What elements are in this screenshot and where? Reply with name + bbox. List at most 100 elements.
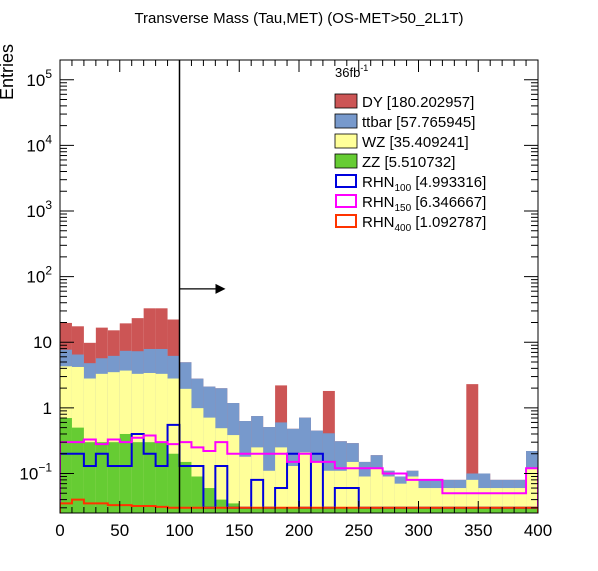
y-tick-label-0: 10−1: [19, 460, 52, 483]
bar-wz-18: [275, 447, 288, 513]
bar-wz-13: [215, 428, 228, 513]
bar-zz-2: [83, 442, 96, 513]
legend-label-dy: DY [180.202957]: [362, 94, 474, 111]
bar-zz-3: [95, 442, 108, 513]
x-tick-label-3: 150: [225, 521, 253, 540]
bar-wz-15: [239, 456, 252, 513]
bar-wz-14: [227, 435, 240, 513]
legend-swatch-ttbar: [334, 113, 358, 129]
bar-wz-23: [334, 470, 347, 513]
bar-wz-11: [191, 408, 204, 513]
bar-wz-25: [358, 476, 371, 513]
bar-wz-19: [287, 466, 299, 513]
bar-zz-10: [179, 461, 192, 513]
bar-wz-38: [514, 488, 527, 513]
bar-zz-20: [299, 507, 311, 513]
legend-label-ttbar: ttbar [57.765945]: [362, 114, 475, 131]
bar-zz-33: [454, 507, 467, 513]
series-line-rhn150: [60, 434, 538, 513]
bar-wz-28: [394, 483, 407, 513]
bar-wz-20: [299, 452, 311, 513]
legend-swatch-wz: [334, 133, 358, 149]
x-tick-label-2: 100: [165, 521, 193, 540]
legend-swatch-dy: [334, 93, 358, 109]
y-tick-label-6: 105: [26, 67, 52, 90]
bar-wz-31: [430, 488, 443, 513]
bar-zz-34: [466, 507, 479, 513]
bar-zz-4: [107, 442, 120, 513]
bar-wz-32: [442, 488, 455, 513]
bar-wz-35: [478, 488, 491, 513]
bar-zz-6: [131, 442, 144, 513]
cut-arrow-head: [215, 283, 226, 294]
legend-label-rhn150: RHN150 [6.346667]: [362, 194, 486, 214]
bar-zz-13: [215, 499, 228, 513]
bar-zz-28: [394, 507, 407, 513]
bar-wz-37: [502, 488, 515, 513]
bar-zz-5: [119, 433, 132, 513]
bar-zz-1: [71, 427, 84, 513]
bar-zz-29: [406, 507, 419, 513]
bar-zz-22: [322, 507, 335, 513]
bar-wz-39: [526, 468, 538, 513]
x-tick-label-0: 0: [55, 521, 64, 540]
x-tick-label-8: 400: [524, 521, 552, 540]
legend-swatch-rhn400: [335, 214, 357, 228]
bar-zz-30: [418, 507, 431, 513]
legend-label-rhn400: RHN400 [1.092787]: [362, 214, 486, 234]
bar-zz-35: [478, 507, 491, 513]
bar-wz-12: [203, 417, 216, 513]
plot-area: [60, 60, 538, 513]
legend-swatch-rhn150: [335, 194, 357, 208]
bar-zz-8: [155, 442, 168, 513]
x-tick-label-7: 350: [464, 521, 492, 540]
bar-zz-24: [346, 507, 359, 513]
bar-zz-15: [239, 507, 252, 513]
bar-wz-27: [382, 476, 395, 513]
bar-zz-26: [370, 507, 383, 513]
bar-wz-30: [418, 488, 431, 513]
bar-wz-26: [370, 468, 383, 513]
legend-label-zz: ZZ [5.510732]: [362, 154, 455, 171]
bar-zz-38: [514, 507, 527, 513]
bar-wz-36: [490, 488, 503, 513]
bar-zz-9: [167, 453, 180, 513]
y-tick-label-5: 104: [26, 132, 52, 155]
x-tick-label-6: 300: [404, 521, 432, 540]
bar-zz-18: [275, 507, 288, 513]
bar-zz-31: [430, 507, 443, 513]
bar-wz-34: [466, 479, 479, 513]
bar-wz-21: [310, 461, 323, 513]
bar-zz-39: [526, 507, 538, 513]
bar-zz-32: [442, 507, 455, 513]
bar-zz-16: [251, 507, 264, 513]
x-tick-label-1: 50: [110, 521, 129, 540]
bar-zz-36: [490, 507, 503, 513]
legend-swatch-zz: [334, 153, 358, 169]
legend-luminosity: 36fb-1: [335, 63, 368, 80]
x-tick-label-4: 200: [285, 521, 313, 540]
bar-wz-17: [263, 470, 276, 513]
bar-wz-29: [406, 476, 419, 513]
bar-dy-34: [466, 384, 479, 513]
bar-zz-23: [334, 507, 347, 513]
bar-ttbar-17: [263, 427, 276, 513]
legend-label-rhn100: RHN100 [4.993316]: [362, 174, 486, 194]
legend-swatch-rhn100: [335, 174, 357, 188]
bar-zz-19: [287, 507, 299, 513]
y-tick-label-3: 102: [26, 264, 52, 287]
bar-zz-27: [382, 507, 395, 513]
bar-zz-37: [502, 507, 515, 513]
bar-zz-0: [60, 418, 72, 513]
y-tick-label-2: 10: [33, 333, 52, 352]
bar-zz-7: [143, 442, 156, 513]
bar-wz-33: [454, 488, 467, 513]
x-tick-label-5: 250: [345, 521, 373, 540]
bar-wz-22: [322, 470, 335, 513]
y-tick-label-1: 1: [43, 399, 52, 418]
legend-label-wz: WZ [35.409241]: [362, 134, 469, 151]
bar-zz-25: [358, 507, 371, 513]
y-tick-label-4: 103: [26, 198, 52, 221]
chart-title: Transverse Mass (Tau,MET) (OS-MET>50_2L1…: [134, 10, 464, 27]
